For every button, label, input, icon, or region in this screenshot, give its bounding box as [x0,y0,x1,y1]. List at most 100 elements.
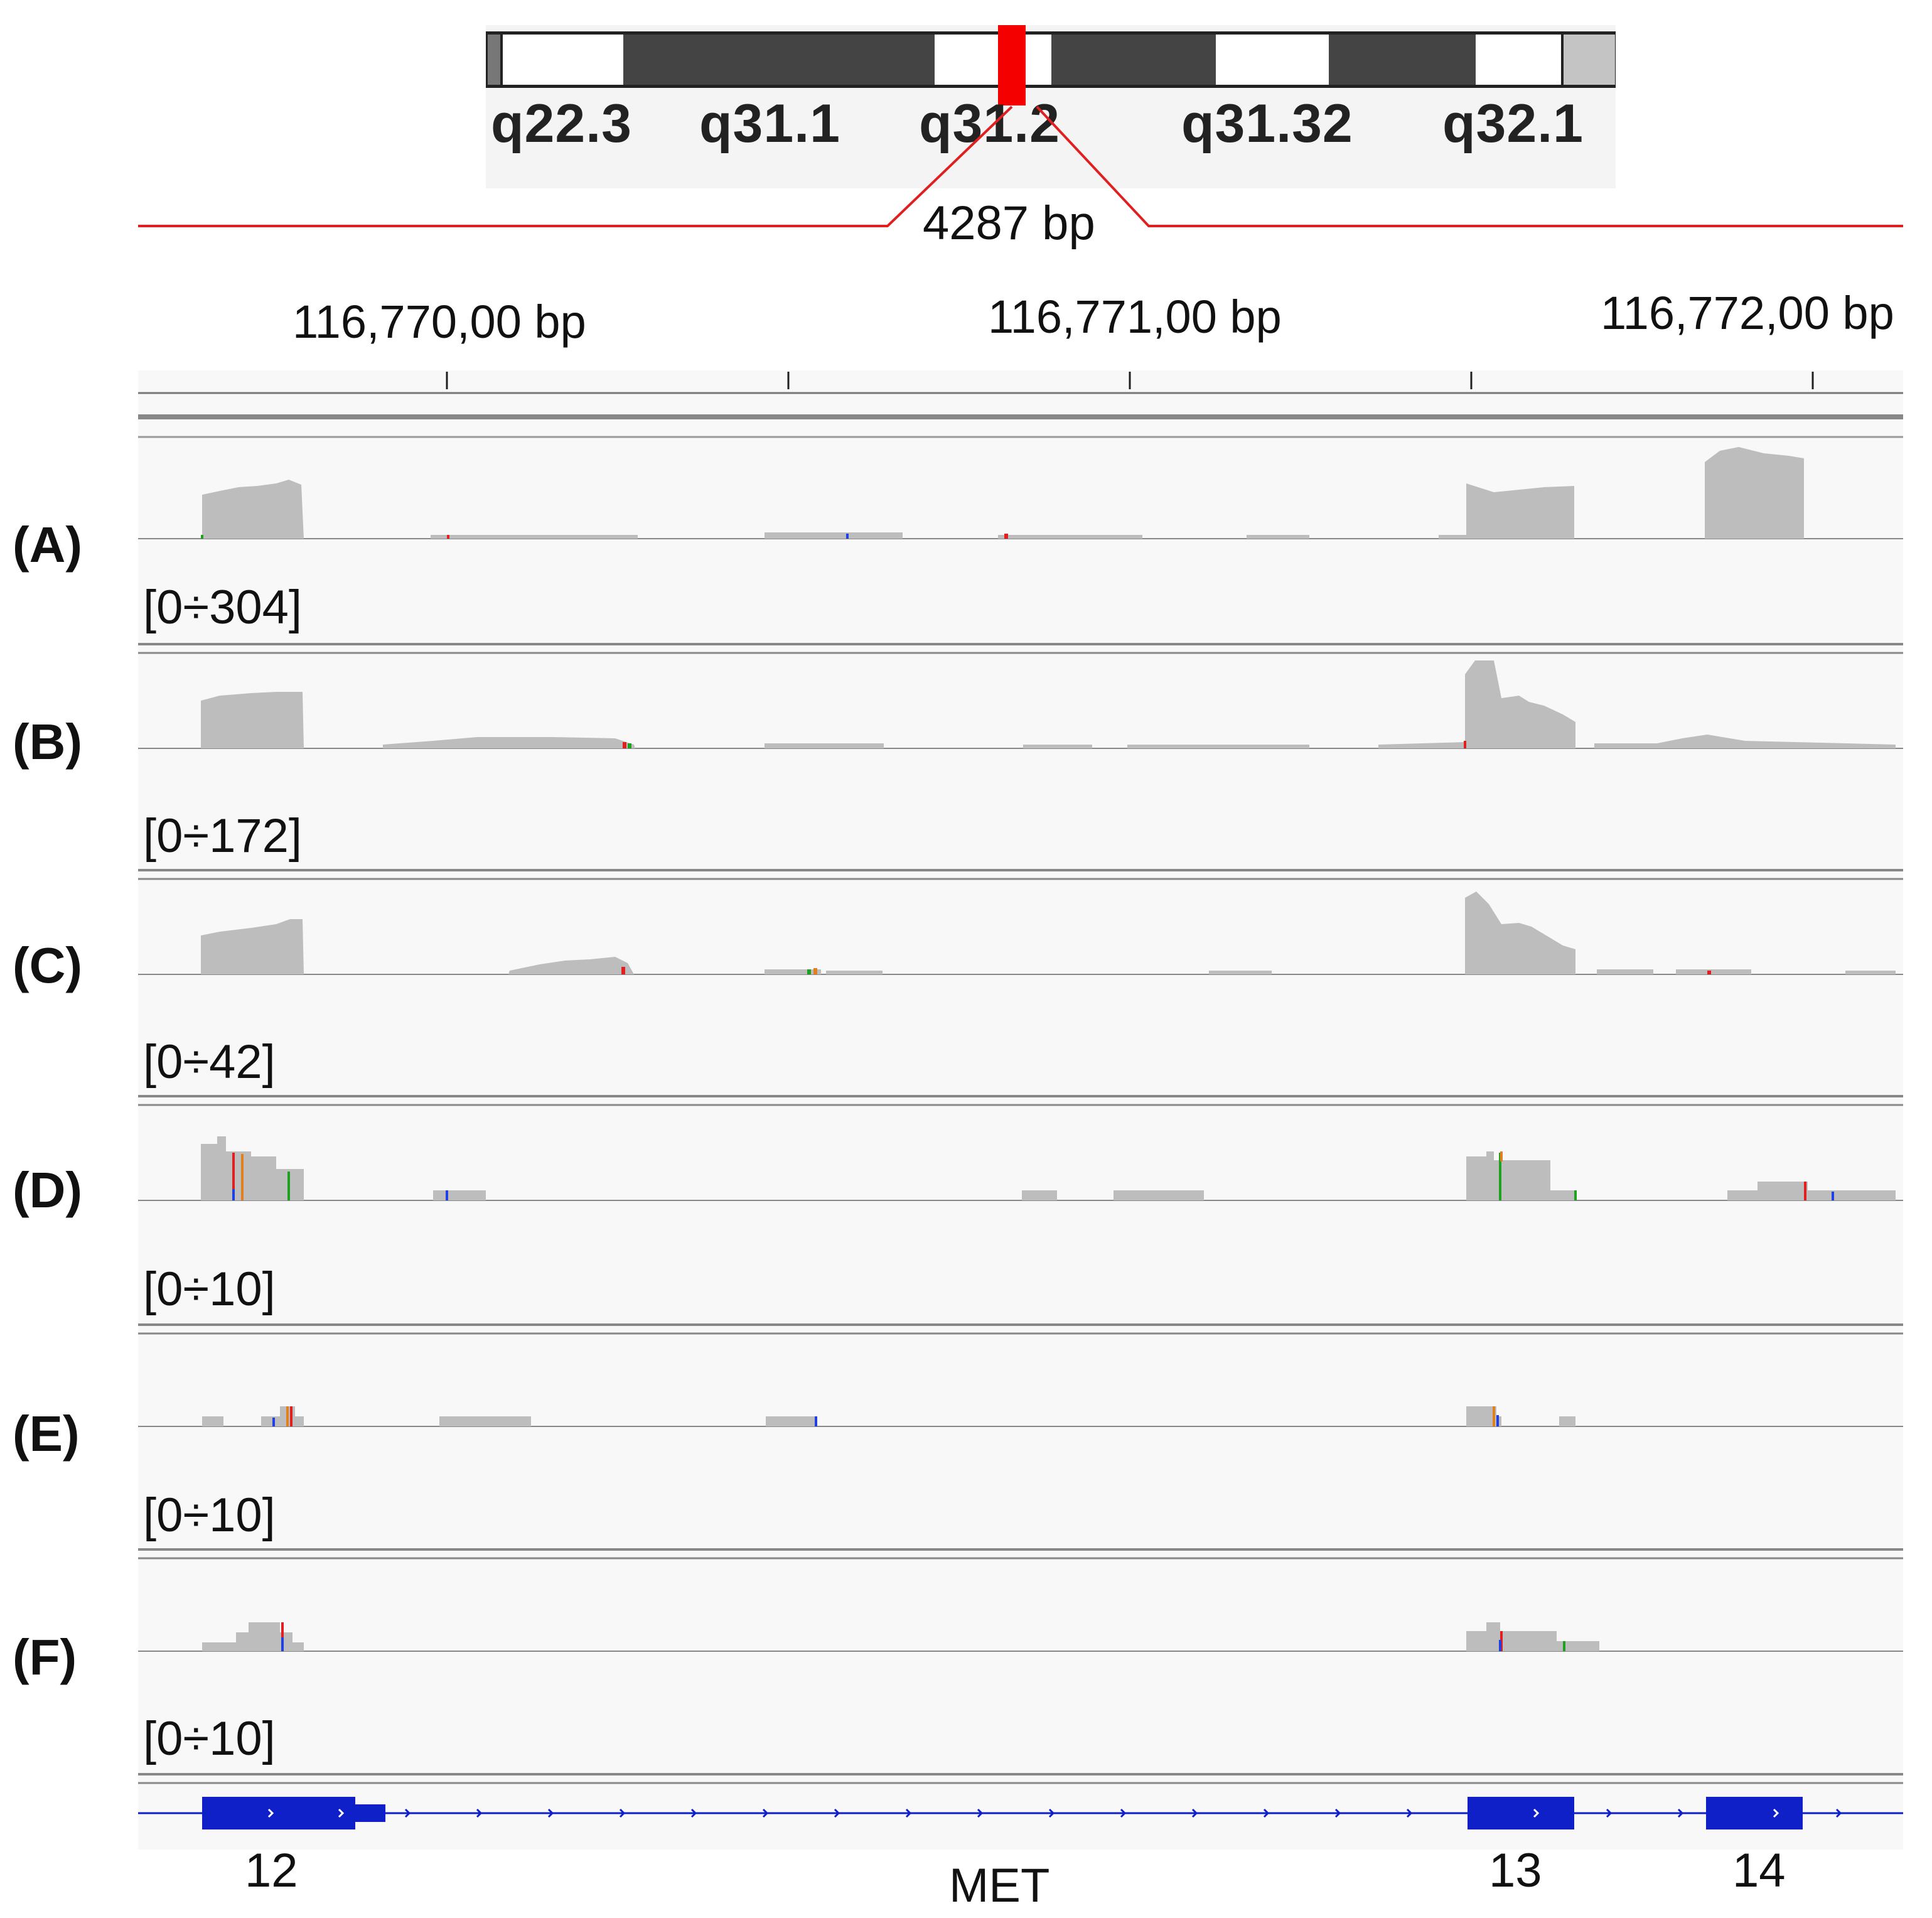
coverage-block [1594,735,1896,748]
coverage-block [765,969,821,974]
track-label: (F) [13,1629,77,1685]
mismatch-mark [286,1406,289,1426]
mismatch-mark [1464,741,1466,748]
exon-13[interactable] [1468,1797,1574,1829]
zoom-line-left [138,105,1013,227]
band-label: q22.3 [491,94,632,154]
region-span-label: 4287 bp [923,197,1095,250]
mismatch-mark [232,1153,235,1200]
coverage-block [766,1416,817,1426]
coverage-block [1022,1190,1057,1200]
mismatch-mark [1707,971,1711,974]
coverage-block [201,692,304,748]
mismatch-mark [1563,1641,1565,1651]
track-separators [138,643,1903,1784]
mismatch-mark [1004,534,1008,539]
mismatch-mark [1499,1153,1501,1200]
coverage-block [1705,447,1804,539]
exon-12[interactable] [202,1797,355,1829]
ideogram-band [1051,35,1216,85]
exon-label: 13 [1489,1844,1542,1897]
coverage-block [765,532,903,539]
coverage-block [431,535,638,539]
strand-arrow [1677,1808,1684,1818]
track-label: (A) [13,517,83,573]
coverage-block [1114,1190,1204,1200]
coverage-block [201,1136,304,1200]
current-region-marker [998,25,1026,105]
mismatch-mark [281,1637,284,1651]
mismatch-mark [623,742,626,748]
mismatch-mark [621,967,625,974]
mismatch-mark [628,743,631,748]
track-data-range: [0÷172] [143,809,303,863]
ideogram-band [488,35,500,85]
tracks-panel[interactable] [138,370,1903,1850]
coverage-block [765,743,884,748]
track-label: (D) [13,1162,83,1218]
coverage-block [1676,969,1751,974]
coverage-block [1466,1406,1501,1426]
mismatch-mark [807,969,811,974]
ruler [138,372,1903,438]
coverage-track-f[interactable] [138,1622,1903,1652]
ruler-coordinate-label: 116,772,00 bp [1601,287,1894,339]
coverage-block [1727,1182,1896,1200]
strand-arrow [619,1808,626,1818]
gene-track-met[interactable] [138,1797,1903,1829]
exon-label: 12 [245,1844,298,1897]
mismatch-mark [232,1189,235,1200]
ideogram-band [500,35,626,85]
mismatch-mark [241,1154,244,1200]
band-label: q31.1 [699,94,840,154]
strand-arrow [1120,1808,1127,1818]
mismatch-mark [446,1190,448,1200]
coverage-block [1845,971,1896,974]
coverage-block [201,919,304,974]
track-data-range: [0÷10] [143,1712,276,1765]
strand-arrow [547,1808,554,1818]
gene-name[interactable]: MET [949,1859,1050,1912]
mismatch-mark [290,1406,292,1426]
coverage-block [202,1622,304,1651]
coverage-block [998,535,1142,539]
coverage-block [1127,745,1309,748]
band-label: q31.2 [919,94,1060,154]
coverage-track-c[interactable] [138,892,1903,975]
coverage-block [1466,1151,1577,1200]
strand-arrow [1263,1808,1270,1818]
ideogram-bar[interactable] [486,31,1616,88]
strand-arrow [1533,1808,1540,1818]
coverage-track-d[interactable] [138,1136,1903,1201]
coverage-block [1023,745,1092,748]
strand-arrow [762,1808,769,1818]
ideogram-band [1476,35,1561,85]
coverage-track-a[interactable] [138,447,1903,539]
coverage-block [508,957,634,974]
mismatch-mark [201,535,203,539]
coverage-block [1597,969,1653,974]
mismatch-mark [813,968,817,974]
track-data-range: [0÷10] [143,1263,276,1316]
mismatch-mark [447,535,449,539]
strand-arrow [1773,1808,1779,1818]
mismatch-mark [272,1418,275,1426]
strand-arrow [476,1808,483,1818]
coverage-track-e[interactable] [138,1406,1903,1427]
track-data-range: [0÷42] [143,1035,276,1089]
mismatch-mark [287,1172,290,1200]
exon-14[interactable] [1706,1797,1803,1829]
chromosome-ideogram[interactable]: q22.3 q31.1 q31.2 q31.32 q32.1 [486,25,1616,188]
strand-arrow [977,1808,984,1818]
ideogram-band [1561,35,1615,85]
strand-arrow [1334,1808,1341,1818]
coverage-block [1247,535,1309,539]
band-label: q32.1 [1442,94,1584,154]
mismatch-mark [281,1622,284,1651]
coverage-track-b[interactable] [138,660,1903,749]
coverage-block [1209,971,1272,974]
strand-arrow [1406,1808,1413,1818]
utr-block [355,1804,385,1822]
coverage-block [1465,892,1575,974]
